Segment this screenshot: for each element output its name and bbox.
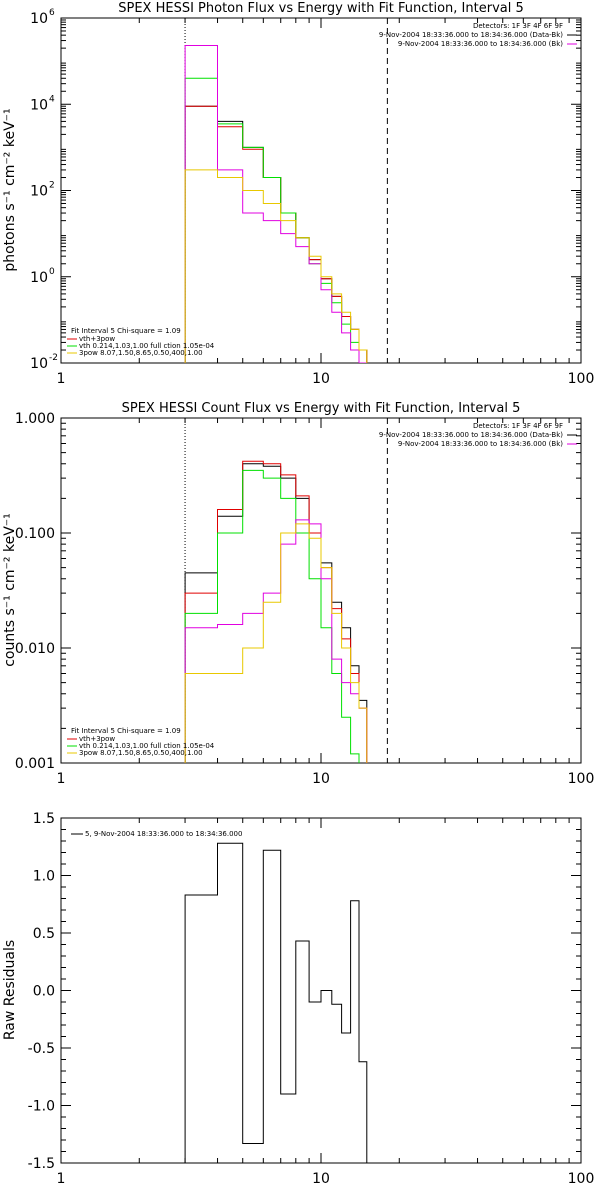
legend-right-entry: Detectors: 1F 3F 4F 6F 9F — [473, 22, 563, 30]
photon-flux-y-axis-label: photons s⁻¹ cm⁻² keV⁻¹ — [2, 108, 18, 271]
legend-right-entry: 9-Nov-2004 18:33:36.000 to 18:34:36.000 … — [398, 40, 563, 48]
photon-flux-title: SPEX HESSI Photon Flux vs Energy with Fi… — [118, 1, 524, 16]
series-line-red — [184, 460, 368, 763]
y-tick-label: -1.5 — [28, 1156, 55, 1172]
y-tick-label-base: 10 — [30, 184, 48, 200]
y-tick-label: 1.0 — [33, 869, 55, 885]
y-tick-label-exponent: -2 — [49, 353, 58, 363]
y-tick-label-base: 10 — [30, 11, 48, 27]
y-tick-label-exponent: 2 — [49, 181, 55, 191]
y-tick-label: 1.5 — [33, 811, 55, 827]
legend-left-entry: vth 0.214,1.03,1.00 full ction 1.05e-04 — [79, 342, 215, 350]
y-tick-label: 0.5 — [33, 926, 55, 942]
legend-right-entry: Detectors: 1F 3F 4F 6F 9F — [473, 422, 563, 430]
legend-right-entry: 9-Nov-2004 18:33:36.000 to 18:34:36.000 … — [398, 440, 563, 448]
y-tick-label-exponent: 4 — [49, 94, 55, 104]
y-tick-label: -0.5 — [28, 1041, 55, 1057]
series-line-black — [184, 842, 368, 1163]
x-tick-label: 100 — [568, 1171, 595, 1187]
x-tick-label: 10 — [312, 771, 330, 787]
y-tick-label-base: 10 — [30, 97, 48, 113]
y-tick-label: -1.0 — [28, 1099, 55, 1115]
x-tick-label: 100 — [568, 371, 595, 387]
legend-left-title: Fit Interval 5 Chi-square = 1.09 — [71, 727, 181, 735]
legend-left-entry: vth 0.214,1.03,1.00 full ction 1.05e-04 — [79, 742, 215, 750]
series-line-magenta — [184, 519, 368, 763]
y-tick-label: 0.0 — [33, 984, 55, 1000]
series-line-yellow — [184, 523, 368, 763]
legend-left-entry: 3pow 8.07,1.50,8.65,0.50,400,1.00 — [79, 349, 203, 357]
count-flux-title: SPEX HESSI Count Flux vs Energy with Fit… — [122, 401, 521, 416]
x-tick-label: 10 — [312, 371, 330, 387]
legend-left-title: Fit Interval 5 Chi-square = 1.09 — [71, 327, 181, 335]
x-tick-label: 100 — [568, 771, 595, 787]
residuals-panel: Raw Residuals 1 10 100 1.5 1.0 0.5 0.0 -0.5 -1.0… — [2, 811, 594, 1187]
x-tick-label: 1 — [57, 771, 66, 787]
y-tick-label-exponent: 0 — [49, 267, 55, 277]
y-tick-label-base: 10 — [30, 270, 48, 286]
legend-left-entry: 3pow 8.07,1.50,8.65,0.50,400,1.00 — [79, 749, 203, 757]
series-line-magenta — [184, 45, 367, 363]
legend-left-entry: vth+3pow — [79, 735, 115, 743]
photon-flux-panel: SPEX HESSI Photon Flux vs Energy with Fi… — [2, 1, 594, 387]
legend-left-entry: vth+3pow — [79, 335, 115, 343]
y-tick-label: 0.100 — [15, 526, 55, 542]
x-tick-label: 1 — [57, 371, 66, 387]
x-tick-label: 1 — [57, 1171, 66, 1187]
x-tick-label: 10 — [312, 1171, 330, 1187]
y-tick-label: 1.000 — [15, 411, 55, 427]
legend-right-entry: 9-Nov-2004 18:33:36.000 to 18:34:36.000 … — [379, 31, 563, 39]
y-tick-label: 0.010 — [15, 641, 55, 657]
legend-right-entry: 9-Nov-2004 18:33:36.000 to 18:34:36.000 … — [379, 431, 563, 439]
y-tick-label: 0.001 — [15, 756, 55, 772]
count-flux-y-axis-label: counts s⁻¹ cm⁻² keV⁻¹ — [2, 513, 18, 667]
series-line-yellow — [184, 169, 368, 363]
legend-entry: 5, 9-Nov-2004 18:33:36.000 to 18:34:36.0… — [85, 830, 242, 838]
y-tick-label-exponent: 6 — [49, 8, 55, 18]
count-flux-panel: SPEX HESSI Count Flux vs Energy with Fit… — [2, 401, 595, 787]
y-tick-label-base: 10 — [30, 356, 48, 372]
residuals-y-axis-label: Raw Residuals — [2, 940, 18, 1040]
